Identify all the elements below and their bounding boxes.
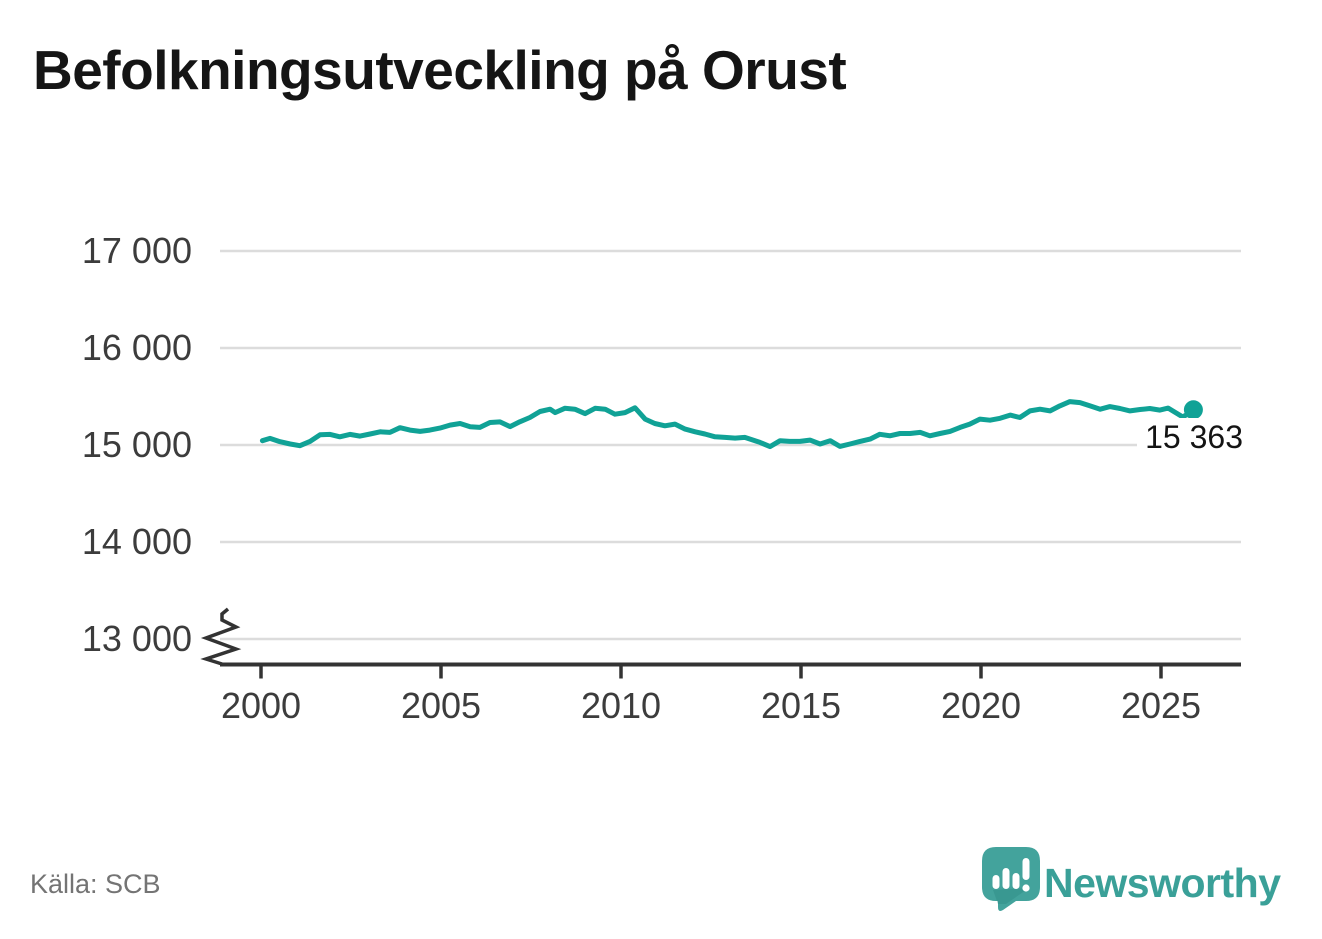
source-caption: Källa: SCB xyxy=(30,869,161,899)
x-tick-label: 2010 xyxy=(580,685,662,726)
y-tick-label: 15 000 xyxy=(81,424,192,465)
last-value-label: 15 363 xyxy=(1137,418,1245,456)
y-tick-label: 17 000 xyxy=(81,230,192,271)
newsworthy-logo: Newsworthy xyxy=(982,847,1292,911)
axis-break-icon xyxy=(200,607,242,666)
x-tick-label: 2025 xyxy=(1120,685,1202,726)
newsworthy-logo-text: Newsworthy xyxy=(1044,860,1281,906)
y-tick-label: 16 000 xyxy=(81,327,192,368)
newsworthy-logo-icon xyxy=(982,847,1040,911)
x-tick-label: 2015 xyxy=(760,685,842,726)
y-tick-label: 14 000 xyxy=(81,521,192,562)
x-tick-label: 2000 xyxy=(220,685,302,726)
page-title: Befolkningsutveckling på Orust xyxy=(33,39,847,101)
end-point-dot xyxy=(1183,400,1203,420)
population-line xyxy=(259,399,1196,450)
x-tick-label: 2005 xyxy=(400,685,482,726)
x-tick-label: 2020 xyxy=(940,685,1022,726)
y-tick-label: 13 000 xyxy=(81,618,192,659)
